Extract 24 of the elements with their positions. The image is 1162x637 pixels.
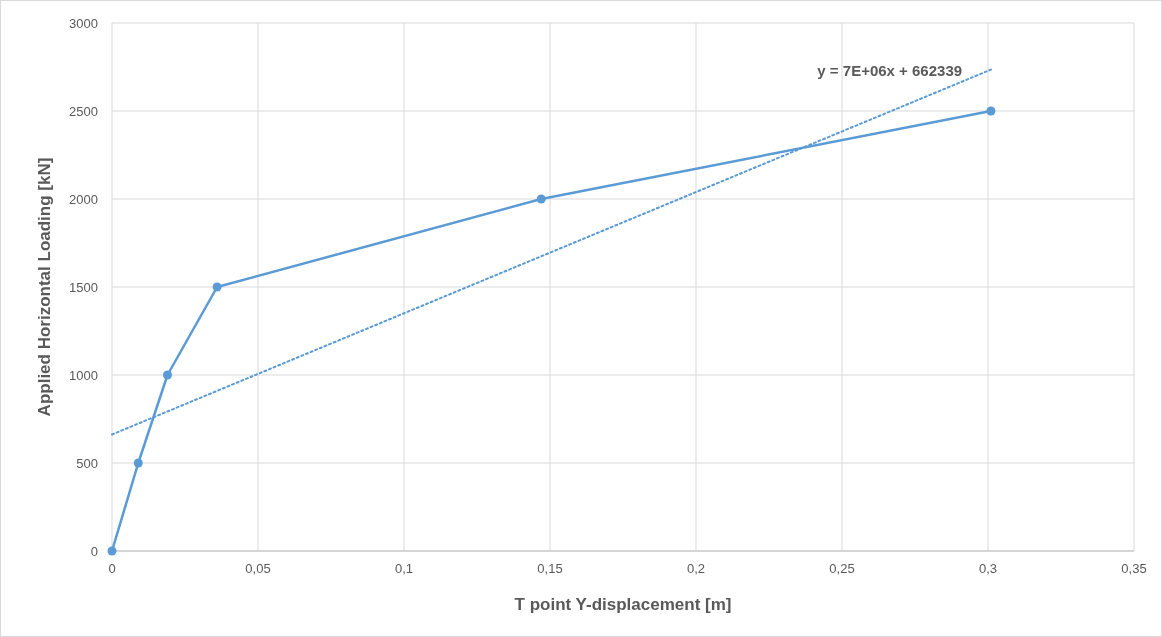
point [536,194,546,204]
point [986,106,996,116]
y-axis-title: Applied Horizontal Loading [kN] [35,157,54,417]
y-tick-label: 2500 [69,103,98,119]
y-tick-label: 500 [76,455,98,471]
y-tick-label: 0 [90,543,98,559]
point [107,546,117,556]
x-tick-label: 0,3 [978,561,998,576]
y-tick-label: 2000 [69,191,98,207]
x-axis-title: T point Y-displacement [m] [514,595,732,614]
y-tick-label: 1500 [69,279,98,295]
annotation: y = 7E+06x + 662339 [817,62,963,79]
y-tick-label: 3000 [69,15,98,31]
point [212,282,222,292]
x-tick-label: 0 [108,561,116,576]
point [133,458,143,468]
x-tick-label: 0,1 [394,561,414,576]
x-tick-label: 0,05 [245,561,271,576]
x-tick-label: 0,15 [537,561,563,576]
point [162,370,172,380]
x-tick-label: 0,35 [1121,561,1147,576]
y-tick-label: 1000 [69,367,98,383]
x-tick-label: 0,2 [686,561,706,576]
x-tick-label: 0,25 [829,561,855,576]
